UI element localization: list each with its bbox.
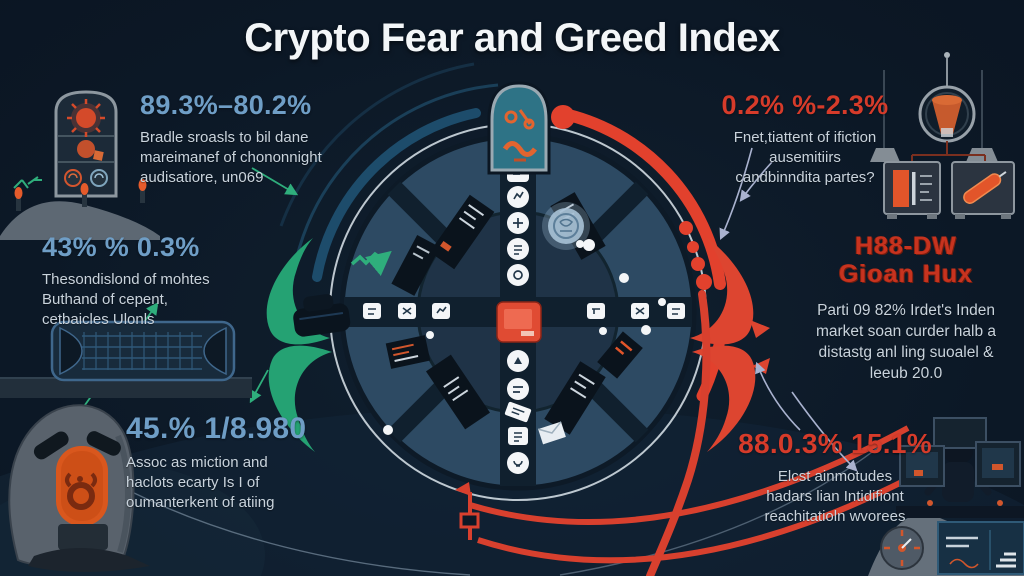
stat-description: Elcst ainmotudes hadars lian Intidifiont… bbox=[764, 468, 906, 525]
thin-arc-bottom-right bbox=[559, 429, 901, 576]
syringe-icon bbox=[963, 171, 1007, 204]
stat-description: Thesondislond of mohtes Buthand of cepen… bbox=[42, 271, 210, 328]
red-arc-dot bbox=[551, 105, 575, 129]
grill-machine bbox=[0, 320, 252, 398]
stat-description: Fnet,tiattent of ifiction ausemitiirs ca… bbox=[733, 129, 877, 186]
car-silhouette bbox=[293, 294, 351, 337]
stat-description: Parti 09 82% Irdet's Inden market soan c… bbox=[815, 302, 997, 382]
corner-rig bbox=[870, 52, 1015, 219]
pod-lower-panel bbox=[58, 524, 108, 550]
grill-cap-left bbox=[59, 326, 83, 376]
grill-grid bbox=[82, 332, 202, 370]
pod-slits bbox=[33, 431, 121, 460]
green-sprout-icon bbox=[13, 176, 42, 189]
stat-heading: H88-DW Gioan Hux bbox=[838, 232, 973, 288]
scorpion-icon bbox=[65, 472, 97, 510]
corner-pod bbox=[8, 404, 150, 572]
grill-cap-right bbox=[203, 326, 227, 376]
dial-gadget bbox=[880, 526, 924, 570]
stat-block-bottom-right: 88.0.3% 15.1% Elcst ainmotudes hadars li… bbox=[712, 428, 958, 527]
pod-base bbox=[28, 548, 150, 572]
corner-cabinet bbox=[0, 90, 160, 240]
ticket-icon bbox=[504, 401, 532, 423]
blue-arc bbox=[312, 108, 481, 282]
stat-value: 43% % 0.3% bbox=[42, 232, 200, 262]
desk bbox=[896, 506, 1024, 518]
stat-block-top-left: 89.3%–80.2% Bradle sroasls to bil dane m… bbox=[140, 90, 322, 188]
battery-icon bbox=[893, 170, 932, 207]
cabinet-blob-icon bbox=[77, 140, 95, 158]
stat-block-top-right: 0.2% %-2.3% Fnet,tiattent of ifiction au… bbox=[688, 90, 922, 188]
stat-block-mid-right: H88-DW Gioan Hux Parti 09 82% Irdet's In… bbox=[790, 232, 1022, 384]
green-squiggle-icon bbox=[350, 250, 392, 276]
lavender-pointer-arrows bbox=[719, 147, 858, 472]
stat-block-mid-left: 43% % 0.3% Thesondislond of mohtes Butha… bbox=[42, 232, 210, 330]
center-card-icon bbox=[496, 301, 542, 343]
envelope-icon bbox=[537, 421, 566, 445]
page-title: Crypto Fear and Greed Index bbox=[244, 16, 780, 60]
stat-value: 88.0.3% 15.1% bbox=[738, 428, 932, 459]
top-capsule-icon bbox=[487, 81, 551, 175]
stat-description: Assoc as miction and haclots ecarty Is I… bbox=[126, 454, 275, 511]
virus-icon bbox=[67, 99, 105, 137]
red-bracket bbox=[646, 147, 858, 576]
funnel-icon bbox=[932, 95, 962, 137]
stat-value: 0.2% %-2.3% bbox=[721, 90, 889, 120]
seal-icon bbox=[542, 202, 595, 251]
corner-workstation bbox=[868, 417, 1024, 576]
chart-panel bbox=[937, 521, 1024, 575]
cabinet-mound bbox=[0, 201, 160, 240]
stat-description: Bradle sroasls to bil dane mareimanef of… bbox=[140, 129, 322, 186]
red-tail-curve bbox=[646, 290, 711, 576]
cabinet-dials bbox=[64, 169, 108, 187]
green-bracket bbox=[39, 167, 392, 469]
grill-platform bbox=[0, 378, 252, 398]
stat-value: 89.3%–80.2% bbox=[140, 90, 312, 120]
red-arc-top bbox=[554, 107, 726, 290]
red-dot-chain bbox=[679, 221, 712, 290]
stat-block-bottom-left: 45.% 1/8.980 Assoc as miction and haclot… bbox=[126, 412, 306, 513]
rig-stand-left bbox=[870, 148, 900, 162]
stat-value: 45.% 1/8.980 bbox=[126, 412, 307, 445]
dial-dots bbox=[383, 240, 666, 435]
monitor-cluster bbox=[899, 417, 1021, 487]
flame-posts bbox=[14, 179, 147, 211]
band-node-icons bbox=[363, 303, 685, 319]
